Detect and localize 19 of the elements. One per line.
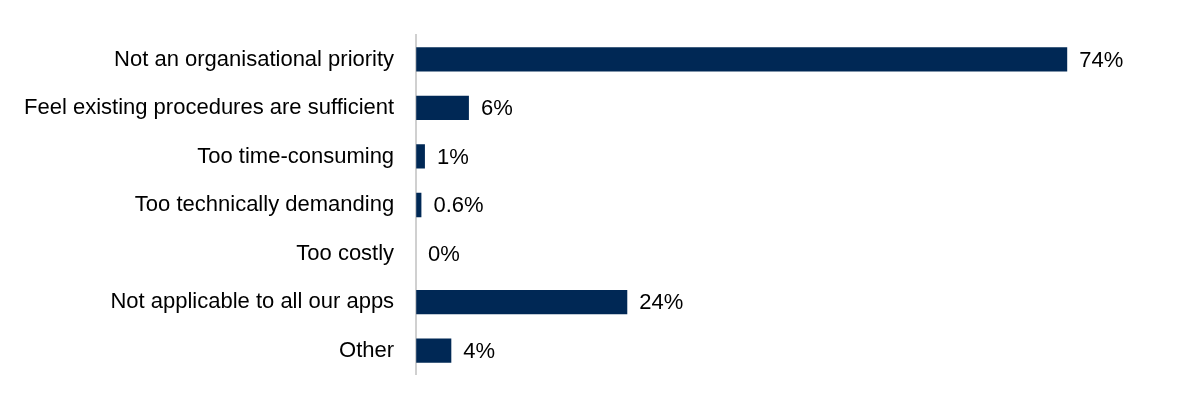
y-tick-label: Other	[339, 336, 395, 362]
data-label: 0.6%	[433, 192, 484, 218]
y-tick-label: Feel existing procedures are sufficient	[24, 94, 395, 120]
y-tick-label: Too costly	[296, 239, 395, 265]
data-label: 24%	[639, 289, 684, 315]
data-label: 0%	[428, 240, 460, 266]
bar	[416, 338, 452, 363]
bar	[416, 47, 1068, 72]
y-tick-label: Too time-consuming	[197, 142, 395, 168]
y-tick-label: Not applicable to all our apps	[110, 288, 395, 314]
data-label: 74%	[1079, 46, 1124, 72]
y-tick-label: Not an organisational priority	[114, 45, 395, 71]
bar	[416, 289, 628, 315]
data-label: 4%	[463, 337, 496, 363]
bar	[416, 95, 469, 121]
bar	[416, 144, 425, 169]
data-label: 1%	[436, 143, 469, 169]
data-label: 6%	[480, 95, 513, 121]
y-tick-label: Too technically demanding	[134, 191, 395, 217]
